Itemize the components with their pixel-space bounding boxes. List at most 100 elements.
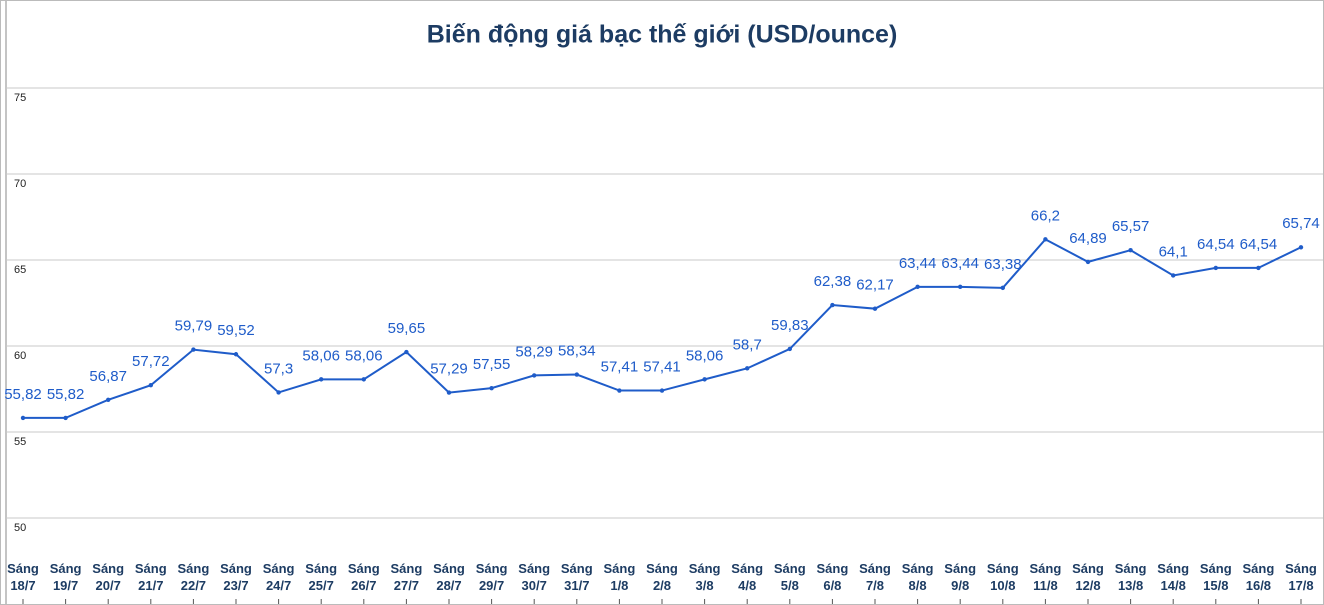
- data-label: 64,54: [1240, 236, 1278, 253]
- data-label: 64,89: [1069, 230, 1107, 247]
- data-point: [20, 415, 26, 421]
- y-tick-label: 55: [14, 436, 26, 448]
- x-tick-label: Sáng 9/8: [944, 561, 977, 593]
- data-label: 62,38: [814, 273, 852, 290]
- data-label: 58,06: [302, 347, 340, 364]
- data-point: [1128, 247, 1133, 253]
- data-point: [830, 302, 835, 308]
- x-tick-label: Sáng 8/8: [901, 561, 934, 593]
- x-tick-label: Sáng 30/7: [518, 561, 551, 593]
- data-point: [446, 390, 452, 395]
- data-label: 64,54: [1197, 236, 1235, 253]
- data-point: [659, 388, 665, 393]
- data-point: [63, 415, 68, 421]
- data-point: [106, 397, 111, 403]
- y-tick-label: 75: [14, 92, 26, 104]
- data-label: 66,2: [1031, 207, 1060, 224]
- x-tick-label: Sáng 14/8: [1157, 561, 1190, 593]
- data-point: [915, 284, 920, 290]
- x-tick-label: Sáng 6/8: [816, 561, 849, 593]
- data-label: 65,57: [1112, 218, 1150, 235]
- x-tick-label: Sáng 28/7: [433, 561, 465, 593]
- data-label: 59,52: [217, 322, 255, 339]
- x-tick-label: Sáng 25/7: [305, 561, 338, 593]
- data-point: [1043, 237, 1048, 242]
- x-tick-label: Sáng 22/7: [177, 561, 210, 593]
- x-tick-label: Sáng 10/8: [986, 561, 1019, 593]
- data-label: 57,41: [643, 359, 681, 376]
- data-point: [787, 346, 792, 352]
- data-point: [1171, 273, 1176, 278]
- x-tick-label: Sáng 1/8: [603, 561, 636, 593]
- data-point: [1000, 285, 1005, 291]
- data-point: [574, 372, 579, 377]
- data-point: [745, 366, 750, 371]
- x-tick-label: Sáng 18/7: [7, 561, 39, 593]
- y-tick-label: 60: [14, 350, 26, 362]
- data-label: 58,34: [558, 343, 596, 360]
- data-label: 63,44: [941, 255, 979, 272]
- data-label: 56,87: [89, 368, 127, 385]
- x-tick-label: Sáng 31/7: [560, 561, 593, 593]
- x-tick-label: Sáng 11/8: [1029, 561, 1062, 593]
- data-point: [404, 349, 409, 355]
- x-tick-label: Sáng 15/8: [1199, 561, 1232, 593]
- x-tick-label: Sáng 26/7: [347, 561, 380, 593]
- x-tick-label: Sáng 5/8: [773, 561, 806, 593]
- data-label: 65,74: [1282, 215, 1320, 232]
- x-tick-label: Sáng 3/8: [688, 561, 721, 593]
- data-label: 57,55: [473, 356, 511, 373]
- x-tick-label: Sáng 12/8: [1072, 561, 1104, 593]
- data-label: 57,72: [132, 353, 170, 370]
- data-point: [233, 352, 239, 357]
- data-label: 55,82: [47, 386, 85, 403]
- data-point: [702, 377, 707, 382]
- data-point: [276, 390, 281, 395]
- x-tick-label: Sáng 27/7: [390, 561, 423, 593]
- chart-title: Biến động giá bạc thế giới (USD/ounce): [427, 21, 898, 49]
- x-tick-label: Sáng 23/7: [220, 561, 252, 593]
- data-point: [958, 284, 963, 290]
- data-point: [1213, 265, 1219, 271]
- x-tick-label: Sáng 29/7: [475, 561, 508, 593]
- data-label: 58,06: [686, 347, 724, 364]
- data-point: [1085, 259, 1091, 265]
- data-point: [319, 377, 324, 382]
- data-label: 59,65: [388, 320, 426, 337]
- data-label: 58,06: [345, 347, 383, 364]
- y-tick-label: 50: [14, 522, 26, 534]
- data-point: [489, 385, 494, 391]
- data-label: 58,7: [733, 336, 762, 353]
- x-tick-label: Sáng 13/8: [1114, 561, 1147, 593]
- x-tick-label: Sáng 24/7: [262, 561, 295, 593]
- data-label: 63,38: [984, 256, 1022, 273]
- data-point: [191, 347, 196, 352]
- data-point: [148, 383, 153, 388]
- y-tick-label: 65: [14, 264, 26, 276]
- data-label: 55,82: [4, 386, 42, 403]
- x-tick-label: Sáng 2/8: [646, 561, 678, 593]
- data-point: [1256, 265, 1261, 271]
- x-tick-label: Sáng 7/8: [859, 561, 891, 593]
- data-point: [617, 388, 622, 393]
- data-point: [361, 377, 366, 382]
- data-point: [1298, 245, 1304, 250]
- x-tick-label: Sáng 4/8: [731, 561, 764, 593]
- x-tick-label: Sáng 19/7: [49, 561, 82, 593]
- data-label: 57,3: [264, 360, 293, 377]
- x-tick-label: Sáng 16/8: [1242, 561, 1275, 593]
- x-tick-label: Sáng 20/7: [92, 561, 125, 593]
- data-point: [872, 306, 878, 311]
- data-label: 63,44: [899, 255, 937, 272]
- data-label: 57,29: [430, 361, 468, 378]
- data-point: [532, 373, 537, 378]
- data-label: 58,29: [515, 343, 553, 360]
- data-label: 64,1: [1159, 243, 1188, 260]
- data-label: 62,17: [856, 277, 894, 294]
- x-tick-label: Sáng 17/8: [1285, 561, 1317, 593]
- data-label: 57,41: [601, 359, 639, 376]
- data-label: 59,79: [175, 318, 213, 335]
- data-label: 59,83: [771, 317, 809, 334]
